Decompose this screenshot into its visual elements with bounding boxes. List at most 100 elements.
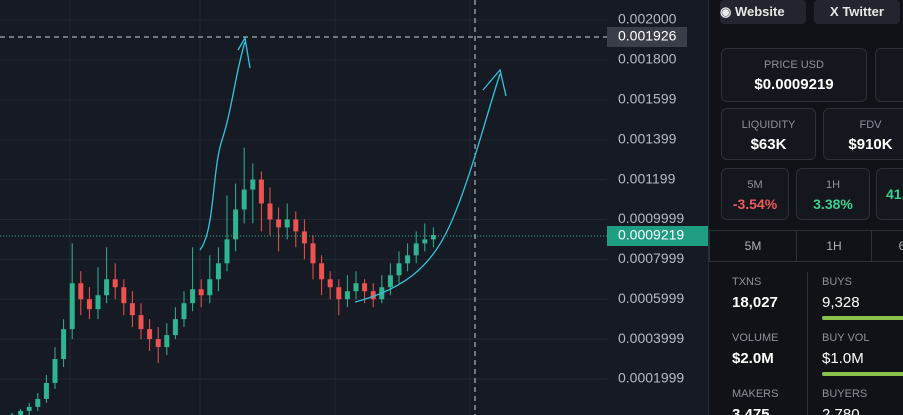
liquidity-card: LIQUIDITY $63K	[721, 108, 816, 160]
buys-bar	[822, 316, 903, 320]
candle-body	[190, 289, 196, 304]
value: $2.0M	[732, 350, 774, 367]
side-panel: ◉ Website X Twitter PRICE USD $0.0009219 …	[708, 0, 903, 415]
label: BUY VOL	[822, 332, 870, 344]
candle-body	[276, 219, 282, 228]
candle-body	[26, 406, 32, 411]
candle-body	[293, 219, 299, 232]
candle-body	[18, 410, 24, 415]
grid	[0, 19, 607, 380]
stat: BUYERS 2,780	[822, 388, 867, 415]
current-price: 0.0009219	[618, 227, 684, 243]
candle-body	[387, 275, 393, 288]
candle-body	[61, 329, 67, 360]
candle-body	[327, 279, 333, 288]
candle-body	[207, 279, 213, 296]
label: VOLUME	[732, 332, 779, 344]
candle-body	[172, 319, 178, 336]
candle-body	[86, 299, 92, 310]
price-tick-label: 0.001199	[618, 170, 676, 186]
candle-body	[413, 243, 419, 256]
price-tick-label: 0.0003999	[618, 330, 684, 346]
tab[interactable]: 6	[871, 230, 903, 262]
stat: MAKERS 3,475	[732, 388, 778, 415]
candle-body	[310, 243, 316, 264]
label: MAKERS	[732, 388, 779, 400]
stat: TXNS 18,027	[732, 276, 778, 311]
drawn-arrows	[199, 36, 507, 303]
candle-body	[35, 398, 41, 407]
price-tick-label: 0.0007999	[618, 250, 684, 266]
candle-body	[155, 339, 161, 348]
candle-body	[112, 279, 118, 288]
stat: BUY VOL $1.0M	[822, 332, 870, 367]
value: $1.0M	[822, 350, 864, 367]
label: PRICE USD	[764, 59, 824, 71]
tab[interactable]: 1H	[796, 230, 872, 262]
label: LIQUIDITY	[741, 119, 796, 131]
value: -3.54%	[732, 196, 778, 212]
value: $0.0009219	[754, 76, 834, 93]
stat: BUYS 9,328	[822, 276, 860, 311]
price-tick-label: 0.001800	[618, 51, 677, 67]
value: $63K	[750, 136, 787, 153]
value: 3.38%	[813, 196, 853, 212]
button-label: Twitter	[842, 4, 884, 19]
value: 2,780	[822, 406, 860, 415]
candle-body	[319, 263, 325, 280]
candle-body	[147, 329, 153, 340]
price-tick-label: 0.001599	[618, 91, 677, 107]
candle-body	[43, 382, 49, 399]
fdv-card: FDV $910K	[823, 108, 903, 160]
value: 3,475	[732, 406, 770, 415]
price-axis-bg	[607, 0, 708, 415]
twitter-button[interactable]: X Twitter	[814, 0, 900, 24]
candle-body	[95, 295, 101, 310]
tab[interactable]: 5M	[709, 230, 797, 262]
stat: VOLUME $2.0M	[732, 332, 778, 367]
change-card: 41.	[876, 168, 903, 220]
candle-body	[138, 315, 144, 330]
candle-body	[181, 303, 187, 320]
candle-body	[241, 189, 247, 210]
candle-body	[258, 179, 264, 204]
value: $910K	[848, 136, 893, 153]
crosshair-price-bg	[607, 27, 687, 47]
candle-body	[78, 283, 84, 300]
candle-body	[267, 203, 273, 220]
candle-body	[224, 239, 230, 264]
divider	[807, 272, 808, 415]
price-tick-label: 0.002000	[618, 11, 677, 27]
candle-body	[233, 209, 239, 240]
candles	[9, 147, 436, 415]
candle-body	[250, 179, 256, 190]
candle-body	[129, 303, 135, 316]
candle-body	[284, 219, 290, 228]
vertical-grid	[69, 0, 471, 415]
change-card: 1H 3.38%	[796, 168, 870, 220]
current-price-bg	[607, 226, 708, 246]
candle-body	[301, 231, 307, 244]
candle-body	[430, 235, 436, 240]
card-cut	[875, 48, 903, 102]
candle-body	[69, 283, 75, 330]
buy-vol-bar	[822, 372, 903, 376]
candle-body	[344, 291, 350, 300]
change-card: 5M -3.54%	[721, 168, 789, 220]
price-card: PRICE USD $0.0009219	[721, 48, 867, 102]
label: BUYERS	[822, 388, 868, 400]
candle-body	[353, 283, 359, 292]
candle-body	[405, 255, 411, 264]
crosshair-price: 0.001926	[618, 28, 677, 44]
price-tick-label: 0.001399	[618, 131, 677, 147]
label: 1H	[825, 179, 841, 191]
label: 5M	[747, 179, 763, 191]
candle-body	[370, 291, 376, 300]
website-button[interactable]: ◉ Website	[720, 0, 806, 24]
label: BUYS	[822, 276, 852, 288]
chart-bg	[0, 0, 708, 415]
candle-body	[104, 279, 110, 296]
candle-body	[396, 263, 402, 276]
value: 41.	[886, 186, 903, 202]
